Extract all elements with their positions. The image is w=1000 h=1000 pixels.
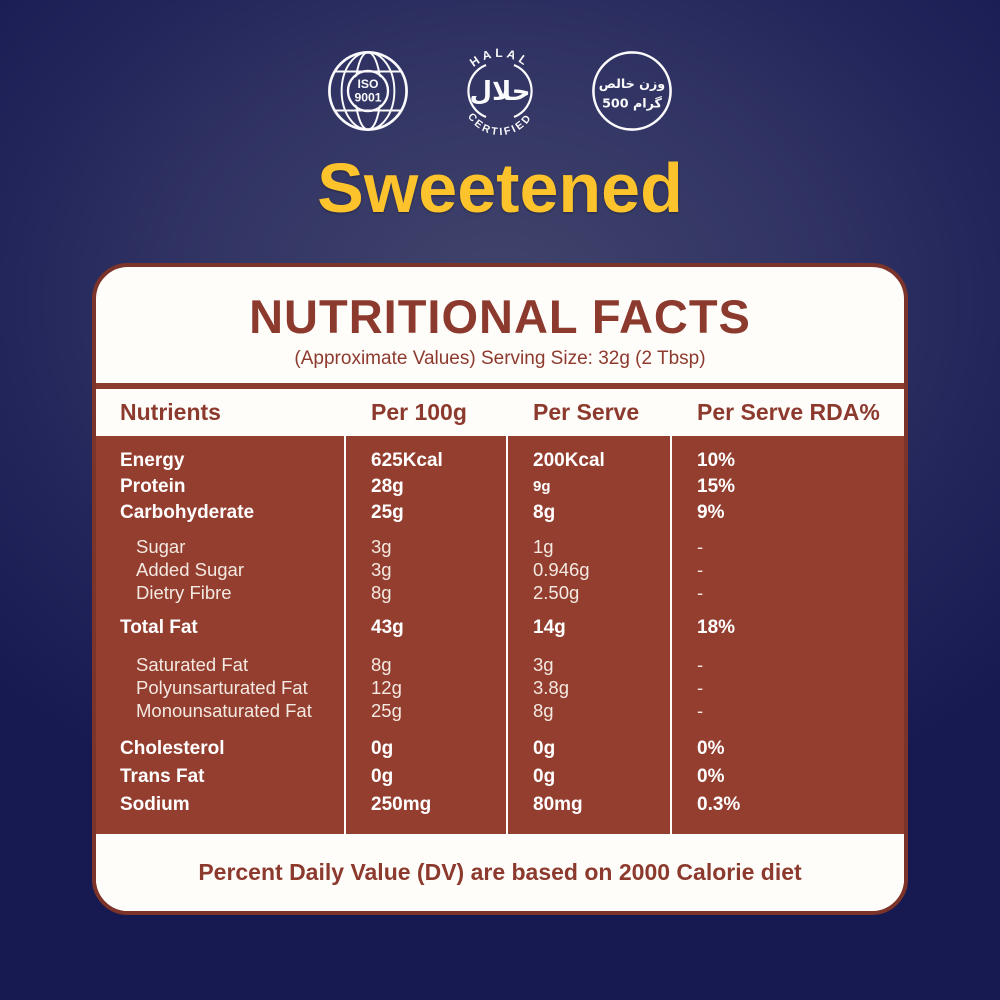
row-value-per-serve: 3g bbox=[533, 654, 554, 675]
col-header-nutrients: Nutrients bbox=[120, 399, 221, 425]
row-value-per-serve: 0g bbox=[533, 738, 556, 759]
net-weight-line2: 500 گرام bbox=[602, 96, 662, 112]
panel-title: NUTRITIONAL FACTS bbox=[249, 290, 751, 343]
iso-9001-globe-icon: ISO 9001 bbox=[328, 51, 408, 131]
table-row: Saturated Fat 8g 3g - bbox=[96, 653, 904, 676]
row-value-per-100g: 25g bbox=[371, 700, 402, 721]
iso-badge-line2: 9001 bbox=[354, 91, 381, 105]
halal-badge-arabic-label: حلال bbox=[469, 77, 530, 107]
column-divider bbox=[506, 436, 508, 834]
row-value-rda: - bbox=[697, 654, 704, 675]
halal-badge-bottom-label: CERTIFIED bbox=[465, 111, 532, 137]
col-header-per-serve-rda: Per Serve RDA% bbox=[697, 399, 880, 425]
row-value-per-serve: 0.946g bbox=[533, 559, 590, 580]
row-label: Sodium bbox=[120, 794, 190, 815]
row-value-per-serve: 2.50g bbox=[533, 582, 580, 603]
row-label: Trans Fat bbox=[120, 766, 205, 787]
table-row: Carbohyderate 25g 8g 9% bbox=[96, 500, 904, 526]
row-value-per-100g: 3g bbox=[371, 536, 392, 557]
table-row: Protein 28g 9g 15% bbox=[96, 474, 904, 500]
iso-badge-line1: ISO bbox=[358, 77, 379, 91]
row-value-per-100g: 8g bbox=[371, 582, 392, 603]
row-label: Saturated Fat bbox=[136, 654, 249, 675]
row-value-per-100g: 28g bbox=[371, 476, 404, 497]
row-label: Cholesterol bbox=[120, 738, 225, 759]
row-value-per-100g: 0g bbox=[371, 738, 394, 759]
table-group-total-fat: Total Fat 43g 14g 18% bbox=[96, 615, 904, 641]
table-group-macros: Energy 625Kcal 200Kcal 10% Protein 28g 9… bbox=[96, 448, 904, 526]
row-value-per-100g: 3g bbox=[371, 559, 392, 580]
row-label: Sugar bbox=[136, 536, 186, 557]
row-value-rda: 10% bbox=[697, 450, 736, 471]
row-value-per-100g: 0g bbox=[371, 766, 394, 787]
net-weight-badge-icon: وزن خالص 500 گرام bbox=[592, 51, 672, 131]
column-divider bbox=[670, 436, 672, 834]
product-variant-title: Sweetened bbox=[317, 149, 683, 227]
row-value-per-serve: 200Kcal bbox=[533, 450, 605, 471]
table-row: Trans Fat 0g 0g 0% bbox=[96, 763, 904, 791]
row-value-per-100g: 25g bbox=[371, 502, 404, 523]
certification-badges: ISO 9001 HALAL CERTIFIED حلال وزن خالص 5… bbox=[0, 44, 1000, 138]
nutrition-table-body: Energy 625Kcal 200Kcal 10% Protein 28g 9… bbox=[96, 436, 904, 834]
col-header-per-100g: Per 100g bbox=[371, 399, 467, 425]
row-value-rda: - bbox=[697, 582, 704, 603]
row-value-per-serve: 1g bbox=[533, 536, 554, 557]
row-label: Added Sugar bbox=[136, 559, 245, 580]
row-label: Energy bbox=[120, 450, 185, 471]
row-value-rda: - bbox=[697, 677, 704, 698]
halal-badge-top-label: HALAL bbox=[467, 46, 529, 70]
table-row: Total Fat 43g 14g 18% bbox=[96, 615, 904, 641]
table-row: Sodium 250mg 80mg 0.3% bbox=[96, 791, 904, 819]
svg-text:HALAL: HALAL bbox=[467, 46, 533, 70]
row-label: Dietry Fibre bbox=[136, 582, 232, 603]
panel-subtitle: (Approximate Values) Serving Size: 32g (… bbox=[294, 348, 706, 369]
row-value-rda: - bbox=[697, 700, 704, 721]
table-group-other: Cholesterol 0g 0g 0% Trans Fat 0g 0g 0% … bbox=[96, 735, 904, 819]
row-label: Protein bbox=[120, 476, 186, 497]
row-label: Total Fat bbox=[120, 617, 198, 638]
row-value-rda: 9% bbox=[697, 502, 725, 523]
row-value-per-serve: 14g bbox=[533, 617, 566, 638]
table-row: Polyunsarturated Fat 12g 3.8g - bbox=[96, 676, 904, 699]
net-weight-line1: وزن خالص bbox=[599, 76, 665, 91]
row-value-rda: 15% bbox=[697, 476, 736, 497]
row-value-rda: 0% bbox=[697, 766, 725, 787]
table-row: Dietry Fibre 8g 2.50g - bbox=[96, 581, 904, 604]
table-group-sugars: Sugar 3g 1g - Added Sugar 3g 0.946g - Di… bbox=[96, 535, 904, 604]
row-value-rda: 0.3% bbox=[697, 794, 741, 815]
table-row: Monounsaturated Fat 25g 8g - bbox=[96, 699, 904, 722]
panel-footer-note: Percent Daily Value (DV) are based on 20… bbox=[96, 834, 904, 911]
row-value-per-100g: 8g bbox=[371, 654, 392, 675]
row-value-per-100g: 250mg bbox=[371, 794, 432, 815]
row-value-rda: - bbox=[697, 536, 704, 557]
row-value-per-serve: 0g bbox=[533, 766, 556, 787]
table-row: Cholesterol 0g 0g 0% bbox=[96, 735, 904, 763]
row-value-rda: 0% bbox=[697, 738, 725, 759]
nutrition-facts-panel: NUTRITIONAL FACTS (Approximate Values) S… bbox=[92, 263, 908, 915]
row-value-rda: - bbox=[697, 559, 704, 580]
row-label: Monounsaturated Fat bbox=[136, 700, 312, 721]
row-value-per-serve: 80mg bbox=[533, 794, 583, 815]
table-row: Energy 625Kcal 200Kcal 10% bbox=[96, 448, 904, 474]
row-label: Carbohyderate bbox=[120, 502, 255, 523]
row-value-per-100g: 625Kcal bbox=[371, 450, 443, 471]
table-row: Added Sugar 3g 0.946g - bbox=[96, 558, 904, 581]
row-value-per-100g: 43g bbox=[371, 617, 404, 638]
table-group-fat-types: Saturated Fat 8g 3g - Polyunsarturated F… bbox=[96, 653, 904, 722]
row-value-per-serve: 8g bbox=[533, 700, 554, 721]
row-value-per-serve: 3.8g bbox=[533, 677, 570, 698]
column-divider bbox=[344, 436, 346, 834]
row-value-per-100g: 12g bbox=[371, 677, 402, 698]
row-value-per-serve: 9g bbox=[533, 478, 551, 495]
row-value-rda: 18% bbox=[697, 617, 736, 638]
svg-text:CERTIFIED: CERTIFIED bbox=[465, 111, 535, 137]
row-label: Polyunsarturated Fat bbox=[136, 677, 308, 698]
col-header-per-serve: Per Serve bbox=[533, 399, 640, 425]
table-row: Sugar 3g 1g - bbox=[96, 535, 904, 558]
table-header-row: Nutrients Per 100g Per Serve Per Serve R… bbox=[96, 389, 904, 436]
halal-certified-icon: HALAL CERTIFIED حلال bbox=[465, 46, 535, 137]
divider-rule bbox=[96, 383, 904, 389]
row-value-per-serve: 8g bbox=[533, 502, 556, 523]
